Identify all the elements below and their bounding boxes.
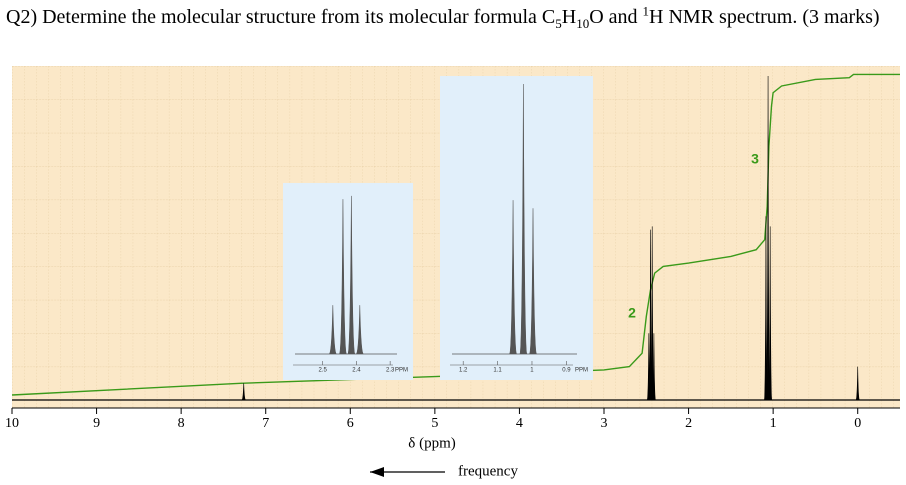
x-tick-label: 9	[93, 416, 100, 431]
x-tick-label: 1	[770, 416, 777, 431]
inset-axis-label: PPM	[575, 368, 588, 374]
question-text: Q2) Determine the molecular structure fr…	[6, 6, 556, 28]
inset-tick-label: 0.9	[562, 368, 571, 374]
subscript: 10	[576, 16, 590, 31]
peak	[766, 76, 770, 401]
peak	[652, 333, 656, 401]
x-tick-label: 6	[347, 416, 354, 431]
inset-tick-label: 2.4	[352, 368, 361, 374]
x-tick-label: 8	[178, 416, 185, 431]
x-tick-label: 3	[601, 416, 608, 431]
peak	[529, 208, 537, 355]
peak	[768, 226, 773, 401]
x-tick-label: 10	[5, 416, 19, 431]
inset-panel	[440, 76, 593, 380]
integral-curve	[11, 73, 900, 396]
peak	[509, 200, 517, 355]
peak	[519, 83, 528, 355]
arrow-head	[370, 467, 384, 477]
inset-panel	[283, 183, 413, 380]
x-tick-label: 4	[516, 416, 523, 431]
inset-tick-label: 2.5	[319, 368, 328, 374]
question-text: O and	[589, 6, 643, 28]
inset-tick-label: 2.3	[386, 368, 395, 374]
superscript: 1	[642, 3, 650, 19]
peak	[855, 366, 860, 401]
x-tick-label: 0	[854, 416, 861, 431]
question: Q2) Determine the molecular structure fr…	[6, 4, 886, 30]
peak	[329, 305, 337, 355]
inset-tick-label: 1	[530, 368, 534, 374]
question-text: H NMR spectrum. (3 marks)	[649, 6, 880, 28]
subscript: 5	[555, 16, 562, 31]
peak	[241, 383, 246, 401]
x-tick-label: 7	[262, 416, 269, 431]
peak	[339, 199, 347, 355]
question-text: H	[561, 6, 577, 28]
peak	[347, 195, 356, 355]
annotation: 2	[628, 305, 636, 321]
inset-tick-label: 1.2	[459, 368, 468, 374]
direction-label: frequency	[458, 463, 518, 479]
inset-axis-label: PPM	[395, 368, 408, 374]
annotation: 3	[751, 151, 759, 167]
x-tick-label: 5	[431, 416, 438, 431]
x-tick-label: 2	[685, 416, 692, 431]
x-axis-label: δ (ppm)	[408, 435, 455, 451]
inset-tick-label: 1.1	[493, 368, 502, 374]
peak	[356, 305, 364, 355]
